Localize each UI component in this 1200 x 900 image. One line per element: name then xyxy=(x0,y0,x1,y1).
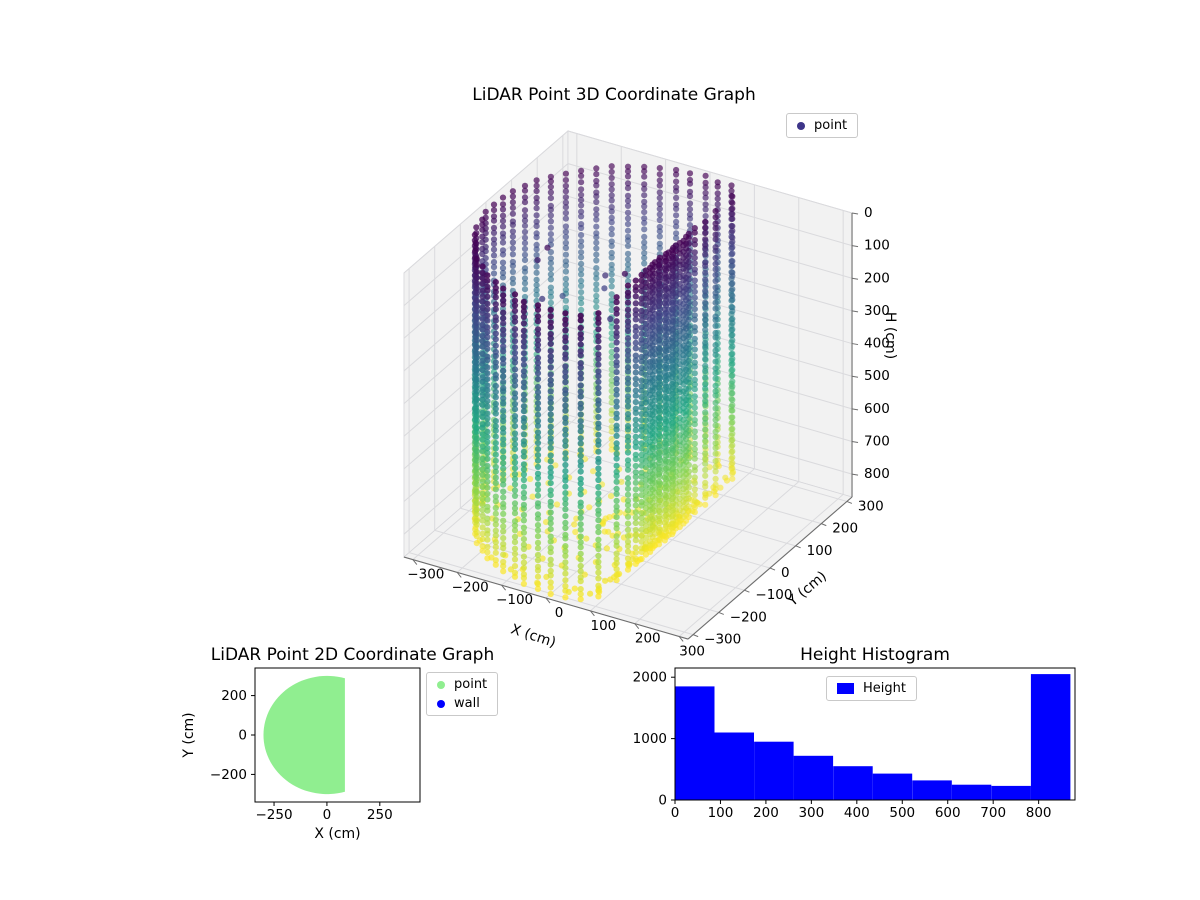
plot-3d-legend: point xyxy=(786,113,859,138)
svg-text:0: 0 xyxy=(781,565,790,581)
point-marker-icon xyxy=(437,680,445,689)
svg-text:100: 100 xyxy=(590,618,616,634)
svg-text:−200: −200 xyxy=(730,609,767,625)
legend-label-point: point xyxy=(814,118,848,133)
histogram-axes: 0 100 200 300 400 500 600 700 800 0 1000 2000 xyxy=(633,667,1076,821)
svg-text:−300: −300 xyxy=(704,632,741,648)
svg-text:Y (cm): Y (cm) xyxy=(181,712,197,758)
svg-text:600: 600 xyxy=(935,805,961,821)
svg-text:300: 300 xyxy=(864,303,890,319)
svg-text:−200: −200 xyxy=(210,767,247,783)
plot-2d-axes: −250 0 250 200 0 −200 X (cm) Y (cm) xyxy=(181,667,421,842)
wall-marker-icon xyxy=(437,699,445,708)
svg-text:400: 400 xyxy=(844,805,870,821)
height-bar-marker-icon xyxy=(837,683,854,694)
svg-text:−100: −100 xyxy=(496,592,533,608)
histogram-legend: Height xyxy=(826,676,917,701)
legend-entry-point: point xyxy=(437,677,487,692)
svg-text:0: 0 xyxy=(555,605,564,621)
svg-text:0: 0 xyxy=(658,793,667,809)
svg-text:X (cm): X (cm) xyxy=(314,826,360,842)
svg-text:0: 0 xyxy=(864,205,873,221)
legend-entry-wall: wall xyxy=(437,696,487,711)
svg-text:700: 700 xyxy=(980,805,1006,821)
svg-text:−200: −200 xyxy=(452,579,489,595)
svg-text:300: 300 xyxy=(858,498,884,514)
svg-text:100: 100 xyxy=(807,543,833,559)
svg-text:700: 700 xyxy=(864,434,890,450)
legend-label-height: Height xyxy=(863,681,906,696)
svg-text:100: 100 xyxy=(708,805,734,821)
plot-3d-title: LiDAR Point 3D Coordinate Graph xyxy=(472,85,756,105)
plot-2d-legend: point wall xyxy=(426,672,499,716)
plot-2d-title: LiDAR Point 2D Coordinate Graph xyxy=(210,645,495,665)
svg-text:600: 600 xyxy=(864,401,890,417)
svg-text:300: 300 xyxy=(679,643,705,659)
svg-text:200: 200 xyxy=(221,688,247,704)
legend-entry-height: Height xyxy=(837,681,906,696)
svg-text:500: 500 xyxy=(889,805,915,821)
svg-text:0: 0 xyxy=(238,728,247,744)
svg-text:0: 0 xyxy=(323,807,332,823)
legend-label-wall: wall xyxy=(454,696,480,711)
svg-text:1000: 1000 xyxy=(633,731,667,747)
svg-text:−100: −100 xyxy=(755,587,792,603)
svg-text:−250: −250 xyxy=(255,807,292,823)
legend-label-point: point xyxy=(454,677,488,692)
svg-text:X (cm): X (cm) xyxy=(509,621,558,651)
svg-text:800: 800 xyxy=(864,466,890,482)
svg-text:2000: 2000 xyxy=(633,670,667,686)
svg-text:500: 500 xyxy=(864,368,890,384)
svg-text:200: 200 xyxy=(635,631,661,647)
plot-3d-axes: −300−200−10001002003003002001000−100−200… xyxy=(403,130,898,659)
svg-text:200: 200 xyxy=(832,521,858,537)
svg-text:200: 200 xyxy=(864,270,890,286)
legend-entry-point: point xyxy=(797,118,847,133)
svg-text:H (cm): H (cm) xyxy=(882,312,898,359)
svg-text:200: 200 xyxy=(753,805,779,821)
svg-text:−300: −300 xyxy=(407,567,444,583)
svg-text:400: 400 xyxy=(864,336,890,352)
svg-text:0: 0 xyxy=(671,805,680,821)
svg-text:300: 300 xyxy=(798,805,824,821)
svg-text:800: 800 xyxy=(1026,805,1052,821)
svg-text:100: 100 xyxy=(864,238,890,254)
histogram-title: Height Histogram xyxy=(800,645,950,665)
point-marker-icon xyxy=(797,121,805,130)
svg-text:250: 250 xyxy=(367,807,393,823)
